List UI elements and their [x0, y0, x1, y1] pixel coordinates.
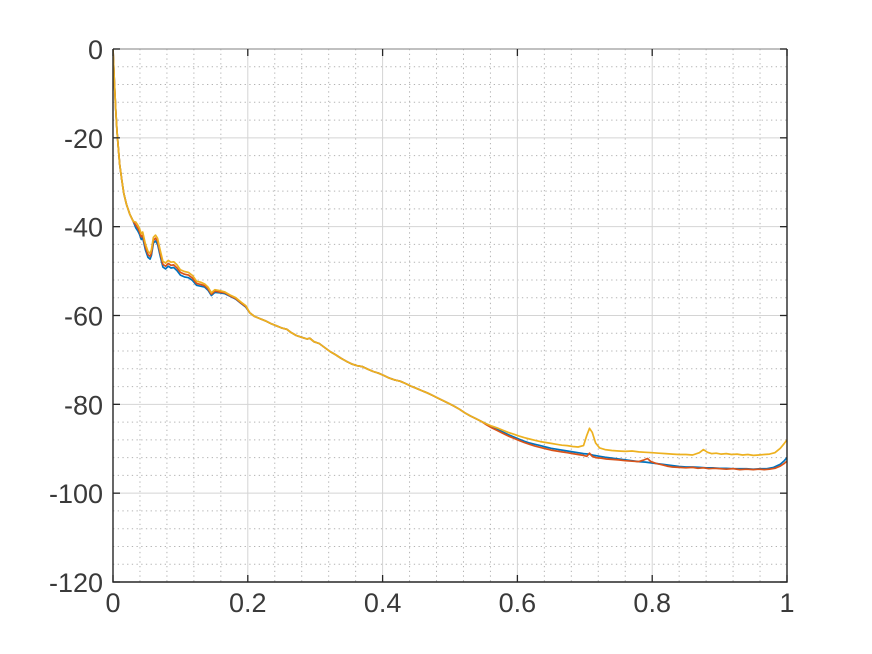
series-1-blue-line — [113, 49, 787, 471]
y-tick-label: -40 — [64, 213, 103, 243]
y-tick-label: 0 — [88, 35, 103, 65]
y-tick-label: -80 — [64, 390, 103, 420]
series-2-orange-line — [113, 49, 787, 471]
x-tick-label: 0.6 — [499, 588, 537, 618]
x-tick-label: 0.2 — [229, 588, 267, 618]
x-tick-label: 1 — [779, 588, 794, 618]
y-tick-label: -100 — [49, 479, 103, 509]
series-3-yellow-line — [113, 49, 787, 457]
y-tick-label: -120 — [49, 568, 103, 598]
x-tick-label: 0.8 — [633, 588, 671, 618]
x-tick-label: 0.4 — [364, 588, 402, 618]
y-tick-label: -20 — [64, 124, 103, 154]
y-tick-label: -60 — [64, 302, 103, 332]
x-tick-label: 0 — [105, 588, 120, 618]
